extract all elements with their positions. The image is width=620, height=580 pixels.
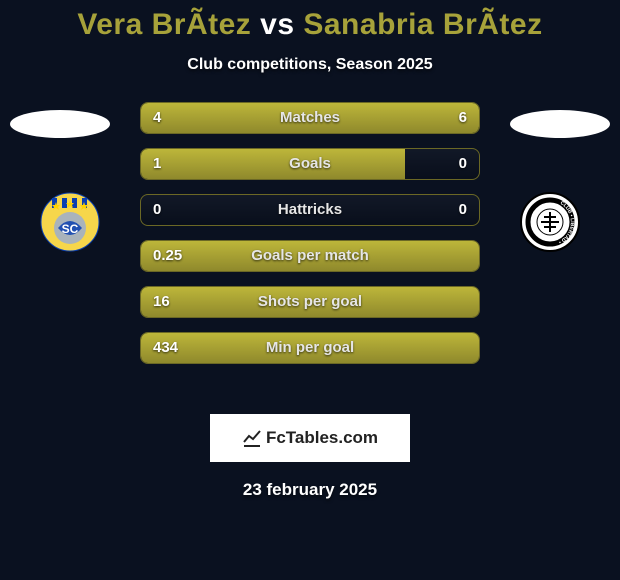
player1-avatar-placeholder — [10, 110, 110, 138]
stat-row: 4Matches6 — [140, 102, 480, 134]
vs-text: vs — [260, 8, 294, 41]
stat-right-value: 0 — [459, 195, 467, 226]
stat-label: Shots per goal — [141, 287, 479, 318]
player2-name: Sanabria BrÃ­tez — [303, 8, 542, 41]
content-area: SC CLUB • LIBERTAD • 4Matches61Goals00Ha… — [0, 102, 620, 402]
player1-club-badge: SC — [40, 192, 100, 252]
stat-label: Goals — [141, 149, 479, 180]
stat-row: 434Min per goal — [140, 332, 480, 364]
stat-row: 16Shots per goal — [140, 286, 480, 318]
brand-box: FcTables.com — [210, 414, 410, 462]
stat-right-value: 6 — [459, 103, 467, 134]
stat-bars: 4Matches61Goals00Hattricks00.25Goals per… — [140, 102, 480, 378]
date-text: 23 february 2025 — [0, 480, 620, 500]
stat-row: 1Goals0 — [140, 148, 480, 180]
player2-avatar-placeholder — [510, 110, 610, 138]
svg-text:SC: SC — [62, 222, 79, 236]
stat-label: Matches — [141, 103, 479, 134]
stat-label: Hattricks — [141, 195, 479, 226]
player1-name: Vera BrÃ­tez — [77, 8, 251, 41]
stat-row: 0Hattricks0 — [140, 194, 480, 226]
stat-row: 0.25Goals per match — [140, 240, 480, 272]
stat-label: Goals per match — [141, 241, 479, 272]
subtitle: Club competitions, Season 2025 — [0, 56, 620, 74]
stat-label: Min per goal — [141, 333, 479, 364]
brand-text: FcTables.com — [266, 428, 378, 448]
comparison-title: Vera BrÃ­tez vs Sanabria BrÃ­tez — [0, 0, 620, 42]
stat-right-value: 0 — [459, 149, 467, 180]
player2-club-badge: CLUB • LIBERTAD • — [520, 192, 580, 252]
chart-icon — [242, 428, 262, 448]
